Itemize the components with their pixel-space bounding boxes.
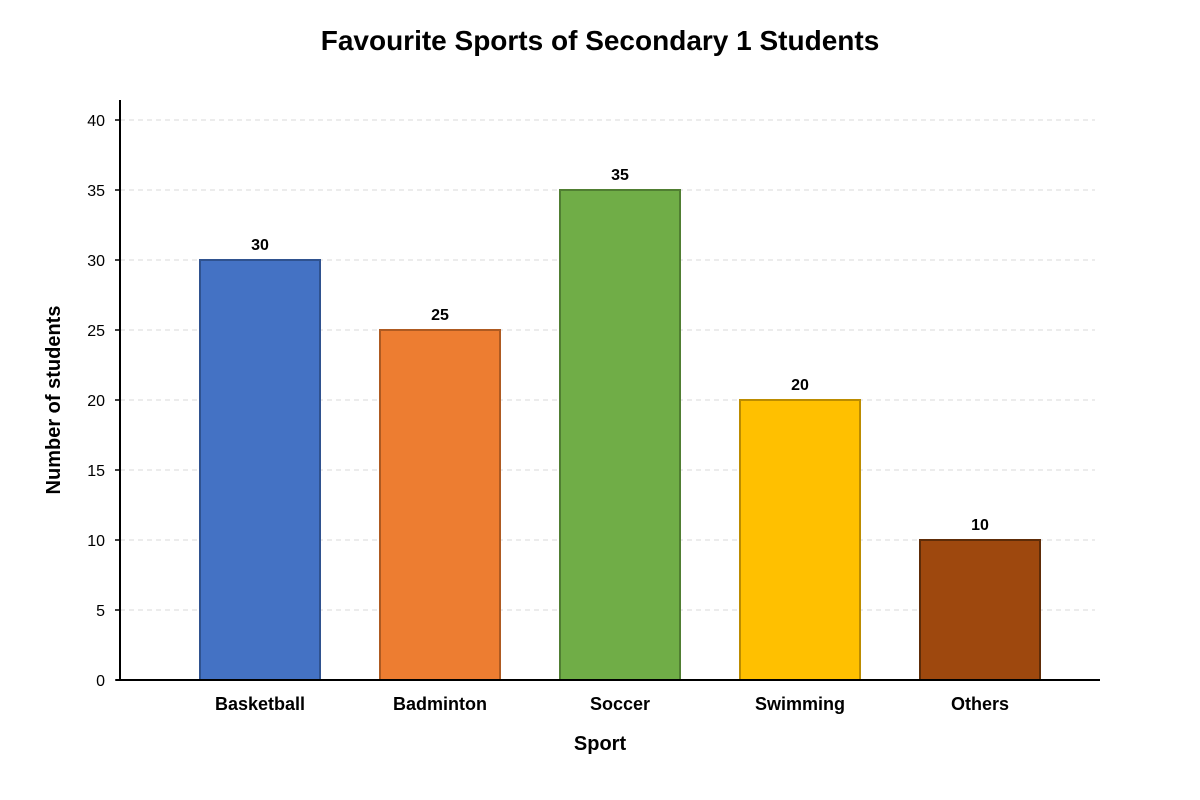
x-tick-label-basketball: Basketball: [215, 694, 305, 714]
bar-swimming: [739, 399, 861, 681]
data-label-basketball: 30: [251, 237, 269, 254]
bars: [199, 189, 1041, 681]
bar-soccer: [559, 189, 681, 681]
y-tick-labels: 0 5 10 15 20 25 30 35 40: [87, 113, 105, 690]
y-tick-label: 5: [96, 603, 105, 620]
bar-others: [919, 539, 1041, 681]
y-tick-label: 10: [87, 533, 105, 550]
y-tick-label: 40: [87, 113, 105, 130]
y-axis-title: Number of students: [43, 306, 65, 495]
y-tick-label: 35: [87, 183, 105, 200]
y-tick-label: 25: [87, 323, 105, 340]
x-tick-labels: Basketball Badminton Soccer Swimming Others: [215, 694, 1009, 714]
data-labels: 30 25 35 20 10: [251, 167, 989, 534]
y-tick-label: 15: [87, 463, 105, 480]
data-label-others: 10: [971, 517, 989, 534]
x-tick-label-swimming: Swimming: [755, 694, 845, 714]
x-tick-label-others: Others: [951, 694, 1009, 714]
x-axis-title: Sport: [574, 733, 627, 755]
data-label-soccer: 35: [611, 167, 629, 184]
y-tick-label: 20: [87, 393, 105, 410]
x-tick-label-soccer: Soccer: [590, 694, 650, 714]
data-label-badminton: 25: [431, 307, 449, 324]
y-tick-label: 0: [96, 673, 105, 690]
y-tick-label: 30: [87, 253, 105, 270]
data-label-swimming: 20: [791, 377, 809, 394]
bar-basketball: [199, 259, 321, 681]
axes: [116, 100, 1100, 681]
chart-title: Favourite Sports of Secondary 1 Students: [321, 25, 880, 56]
bar-badminton: [379, 329, 501, 681]
x-tick-label-badminton: Badminton: [393, 694, 487, 714]
